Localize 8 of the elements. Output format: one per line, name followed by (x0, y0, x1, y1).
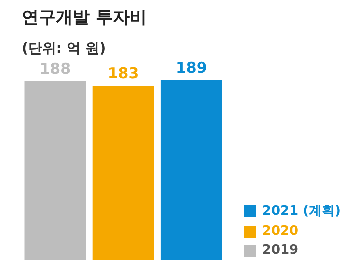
legend-label: 2019 (262, 243, 299, 258)
legend-label: 2020 (262, 224, 299, 239)
data-label: 188 (40, 60, 72, 78)
legend-label: 2021 (계획) (262, 203, 341, 220)
data-label: 189 (176, 58, 208, 77)
data-label: 183 (108, 64, 140, 83)
chart-subtitle: (단위: 억 원) (22, 40, 106, 58)
chart-title: 연구개발 투자비 (22, 7, 147, 29)
